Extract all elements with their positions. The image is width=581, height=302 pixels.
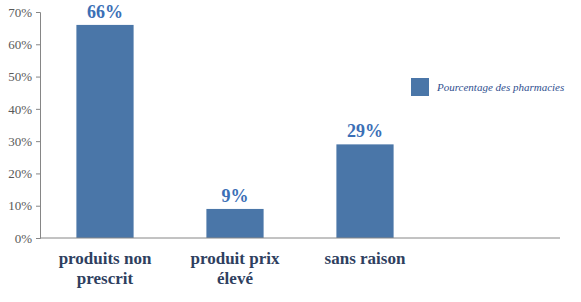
x-tick-label: sans raison <box>325 249 406 268</box>
y-tick: 10% <box>8 198 40 213</box>
y-tick-mark <box>36 44 40 45</box>
y-tick: 70% <box>8 5 40 20</box>
chart: 0% 10% 20% 30% 40% 50% 60% 70% produits nonpresc… <box>0 0 581 302</box>
x-axis: produits nonprescrit produit prixélevé san… <box>59 249 406 288</box>
bar <box>76 25 133 238</box>
y-tick-mark <box>36 141 40 142</box>
y-tick: 60% <box>8 37 40 52</box>
data-label: 9% <box>222 186 249 206</box>
y-tick: 40% <box>8 102 40 117</box>
bar <box>336 144 393 238</box>
x-tick-label: produits nonprescrit <box>59 249 152 288</box>
x-axis-line <box>40 238 560 239</box>
y-tick-mark <box>36 109 40 110</box>
x-tick-label: produit prixélevé <box>191 249 280 288</box>
y-tick-mark <box>36 238 40 239</box>
y-axis-line <box>36 13 41 239</box>
y-tick-label: 60% <box>8 37 32 52</box>
y-tick: 30% <box>8 134 40 149</box>
y-tick-mark <box>36 173 40 174</box>
legend-label: Pourcentage des pharmacies <box>436 81 564 93</box>
y-tick: 20% <box>8 166 40 181</box>
y-tick: 0% <box>15 231 40 246</box>
data-label: 29% <box>347 121 383 141</box>
bar <box>206 209 263 238</box>
y-tick-label: 30% <box>8 134 32 149</box>
y-tick-mark <box>36 206 40 207</box>
bars <box>76 25 393 238</box>
y-tick: 50% <box>8 69 40 84</box>
y-tick-label: 50% <box>8 69 32 84</box>
y-tick-label: 20% <box>8 166 32 181</box>
legend-swatch <box>411 78 429 96</box>
x-tick: produits nonprescrit <box>59 249 152 288</box>
data-label: 66% <box>87 2 123 22</box>
y-axis: 0% 10% 20% 30% 40% 50% 60% 70% <box>8 5 40 246</box>
x-tick: produit prixélevé <box>191 249 280 288</box>
y-tick-mark <box>36 77 40 78</box>
y-tick-label: 40% <box>8 102 32 117</box>
y-tick-mark <box>36 12 40 13</box>
y-tick-label: 70% <box>8 5 32 20</box>
y-tick-label: 0% <box>15 231 33 246</box>
y-tick-label: 10% <box>8 198 32 213</box>
legend: Pourcentage des pharmacies <box>411 78 564 96</box>
x-tick: sans raison <box>325 249 406 268</box>
data-labels: 66% 9% 29% <box>87 2 383 206</box>
